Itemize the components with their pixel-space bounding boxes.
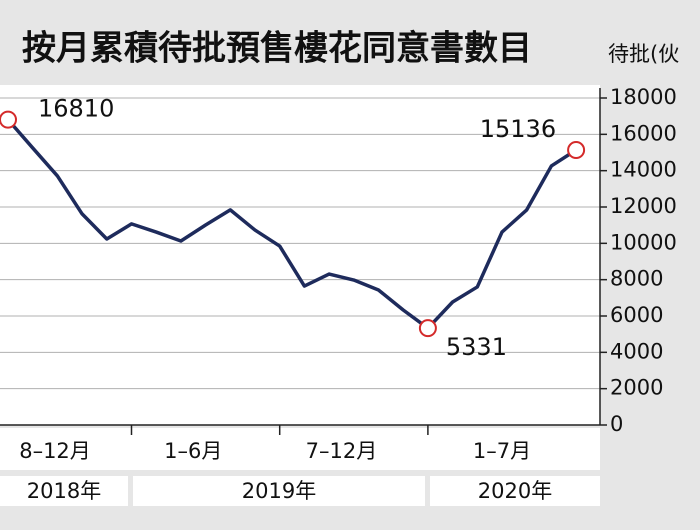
data-label: 15136 — [480, 115, 556, 143]
period-label: 7–12月 — [306, 439, 378, 463]
year-label: 2020年 — [478, 479, 552, 503]
plot-area — [0, 85, 600, 425]
data-label: 5331 — [446, 333, 507, 361]
y-tick-label: 0 — [610, 412, 623, 436]
year-box — [0, 476, 128, 506]
y-tick-label: 18000 — [610, 85, 677, 109]
y-tick-label: 2000 — [610, 376, 663, 400]
period-row — [0, 428, 600, 470]
chart-title: 按月累積待批預售樓花同意書數目 — [22, 29, 532, 69]
y-tick-label: 16000 — [610, 121, 677, 145]
y-tick-label: 8000 — [610, 267, 663, 291]
year-box — [133, 476, 425, 506]
y-axis-title: 待批(伙 — [608, 42, 679, 66]
year-label: 2018年 — [27, 479, 101, 503]
year-box — [430, 476, 600, 506]
year-label: 2019年 — [242, 479, 316, 503]
y-tick-label: 12000 — [610, 194, 677, 218]
y-tick-label: 6000 — [610, 303, 663, 327]
period-label: 1–7月 — [473, 439, 531, 463]
y-tick-label: 4000 — [610, 339, 663, 363]
y-tick-label: 14000 — [610, 158, 677, 182]
data-label: 16810 — [38, 95, 114, 123]
y-tick-label: 10000 — [610, 230, 677, 254]
highlight-marker — [567, 141, 586, 160]
data-line — [6, 118, 578, 330]
period-label: 1–6月 — [164, 439, 222, 463]
highlight-marker — [0, 110, 17, 129]
highlight-marker — [418, 319, 437, 338]
period-label: 8–12月 — [19, 439, 91, 463]
